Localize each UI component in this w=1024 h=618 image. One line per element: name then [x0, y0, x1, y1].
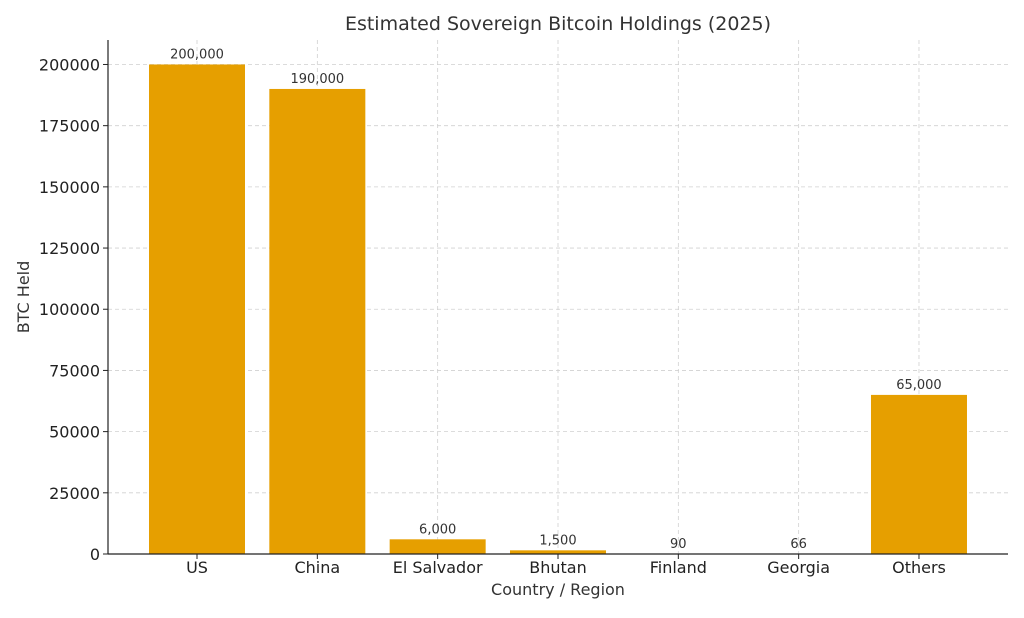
bar-el-salvador	[390, 539, 486, 554]
x-tick-label: US	[186, 558, 208, 577]
x-tick-label: El Salvador	[393, 558, 483, 577]
x-tick-label: Others	[892, 558, 946, 577]
y-tick-label: 100000	[39, 300, 100, 319]
y-tick-label: 25000	[49, 484, 100, 503]
y-tick-label: 150000	[39, 178, 100, 197]
x-tick-label: Bhutan	[529, 558, 586, 577]
data-label: 200,000	[170, 47, 224, 62]
y-tick-label: 175000	[39, 117, 100, 136]
x-tick-label: Finland	[650, 558, 707, 577]
bar-us	[149, 64, 245, 554]
y-tick-label: 200000	[39, 55, 100, 74]
bar-china	[269, 89, 365, 554]
y-tick-label: 75000	[49, 361, 100, 380]
data-label: 90	[670, 537, 687, 552]
data-label: 190,000	[290, 72, 344, 87]
bar-others	[871, 395, 967, 554]
data-label: 66	[790, 537, 807, 552]
x-axis-label: Country / Region	[491, 580, 625, 599]
data-label: 1,500	[539, 533, 576, 548]
x-tick-label: China	[294, 558, 340, 577]
y-tick-label: 50000	[49, 423, 100, 442]
data-label: 65,000	[896, 378, 942, 393]
data-label: 6,000	[419, 522, 456, 537]
y-axis-label: BTC Held	[14, 261, 33, 334]
x-tick-label: Georgia	[767, 558, 830, 577]
y-tick-label: 125000	[39, 239, 100, 258]
y-tick-label: 0	[90, 545, 100, 564]
chart-title: Estimated Sovereign Bitcoin Holdings (20…	[345, 13, 771, 35]
